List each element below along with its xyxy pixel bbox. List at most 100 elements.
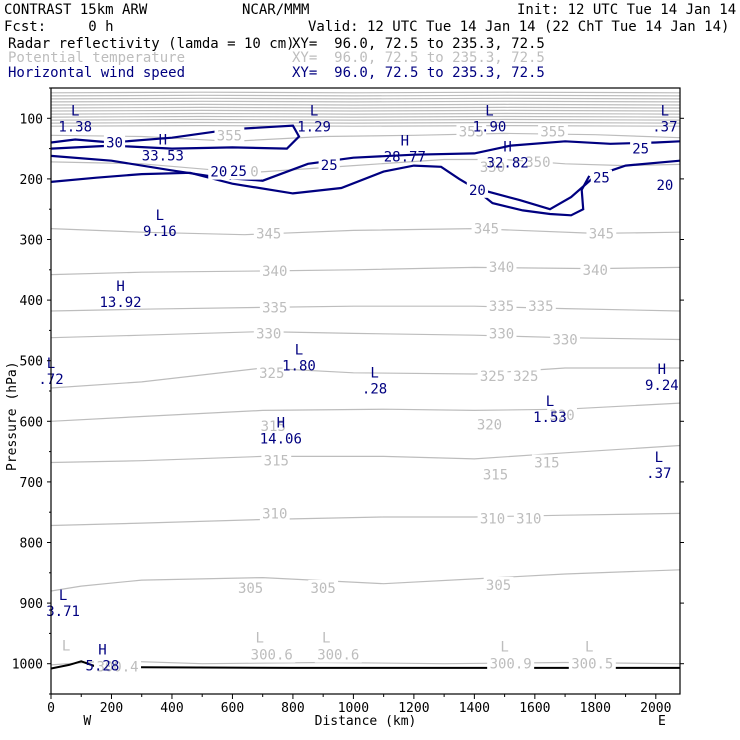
theta-label-bg [314, 646, 362, 663]
theta-label-bg [248, 646, 296, 663]
theta-label: 305 [238, 581, 263, 597]
theta-label-bg [259, 299, 290, 316]
wind-label: 25 [632, 142, 649, 158]
y-tick-label: 500 [20, 355, 43, 370]
theta-label: 310 [480, 511, 505, 527]
y-tick-label: 200 [20, 173, 43, 188]
theta-contour-upper [51, 112, 680, 115]
theta-extremum-L: L [500, 640, 508, 656]
theta-label-bg [256, 364, 287, 381]
theta-contour-upper [51, 124, 680, 127]
theta-label: 320 [477, 417, 502, 433]
y-tick-label: 800 [20, 537, 43, 552]
theta-label-bg [522, 153, 553, 170]
theta-contour-upper [51, 100, 680, 103]
theta-label: 300.5 [571, 657, 613, 673]
theta-label-bg [487, 655, 535, 672]
theta-contour-upper [51, 115, 680, 118]
theta-label-bg [474, 416, 505, 433]
x-tick-label: 800 [281, 701, 304, 716]
wind-label-bg [318, 156, 340, 173]
theta-label-bg [235, 579, 266, 596]
wind-extremum-value: 9.24 [645, 378, 679, 394]
wind-extremum-H: H [98, 643, 106, 659]
theta-contour-upper [51, 91, 680, 94]
wind-extremum-L: L [59, 588, 67, 604]
field3-label: Horizontal wind speed [8, 65, 186, 81]
x-tick-label: 400 [160, 701, 183, 716]
wind-label: 25 [230, 164, 247, 180]
wind-label: 25 [321, 158, 338, 174]
theta-contour-upper [51, 118, 680, 121]
wind-label: 20 [210, 165, 227, 181]
theta-label: 315 [483, 468, 508, 484]
theta-label-bg [486, 325, 517, 342]
wind-label-bg [630, 140, 652, 157]
x-axis-title: Distance (km) [315, 714, 417, 729]
wind-extremum-H: H [116, 279, 124, 295]
theta-label: 355 [540, 125, 565, 141]
field1-label: Radar reflectivity (lamda = 10 cm) [8, 36, 295, 52]
theta-label-bg [214, 127, 245, 144]
theta-label: 315 [534, 456, 559, 472]
wind-extremum-value: 3.71 [46, 604, 80, 620]
theta-label-bg [486, 258, 517, 275]
x-axis-end-east: E [658, 714, 666, 729]
x-tick-label: 2000 [640, 701, 671, 716]
wind-extremum-value: 9.16 [143, 224, 177, 240]
wind-extremum-H: H [159, 132, 167, 148]
theta-label: 330 [552, 332, 577, 348]
theta-label: 335 [528, 299, 553, 315]
x-tick-label: 1000 [338, 701, 369, 716]
theta-label-bg [456, 123, 487, 140]
wind-extremum-L: L [156, 208, 164, 224]
theta-contour-upper [51, 109, 680, 112]
wind-extremum-H: H [401, 134, 409, 150]
theta-contour-355 [51, 132, 680, 142]
theta-label: 300.9 [490, 657, 532, 673]
theta-label-bg [253, 325, 284, 342]
theta-contour-305 [51, 569, 680, 592]
field2-label: Potential temperature [8, 50, 186, 66]
theta-label-bg [486, 298, 517, 315]
x-axis-end-west: W [83, 714, 91, 729]
theta-label-bg [477, 510, 508, 527]
theta-contour-315 [51, 444, 680, 464]
wind-label: 20 [656, 178, 673, 194]
theta-label-bg [547, 407, 577, 424]
wind-extremum-L: L [310, 103, 318, 119]
theta-contour-320 [51, 402, 680, 422]
x-tick-label: 0 [47, 701, 55, 716]
wind-extremum-L: L [661, 103, 669, 119]
theta-contour-350 [51, 158, 680, 174]
wind-label-bg [466, 181, 488, 198]
wind-extremum-value: 1.38 [58, 119, 92, 135]
theta-label-bg [580, 261, 611, 278]
wind-label-bg [103, 134, 126, 151]
field1-xy: XY= 96.0, 72.5 to 235.3, 72.5 [292, 36, 545, 52]
organization-label: NCAR/MMM [242, 2, 310, 18]
theta-label-bg [532, 454, 562, 471]
theta-label: 325 [259, 366, 284, 382]
theta-label-bg [308, 579, 339, 596]
theta-extremum-L: L [62, 638, 70, 654]
wind-extremum-value: 33.53 [142, 148, 184, 164]
theta-label: 335 [262, 300, 287, 316]
theta-label-bg [253, 225, 284, 242]
theta-extremum-L: L [585, 640, 593, 656]
wind-extremum-value: 13.92 [99, 295, 141, 311]
y-tick-label: 300 [20, 234, 43, 249]
x-tick-label: 1800 [580, 701, 611, 716]
theta-label: 320 [549, 408, 574, 424]
theta-label: 300.6 [317, 648, 359, 664]
theta-label: 310 [516, 511, 541, 527]
wind-label: 30 [106, 136, 123, 152]
wind-extremum-value: 1.90 [473, 119, 507, 135]
field2-xy: XY= 96.0, 72.5 to 235.3, 72.5 [292, 50, 545, 66]
theta-label: 325 [480, 369, 505, 385]
theta-contour-upper [51, 103, 680, 106]
wind-extremum-L: L [485, 103, 493, 119]
wind-extremum-L: L [295, 343, 303, 359]
theta-label: 300.6 [251, 648, 293, 664]
valid-time: Valid: 12 UTC Tue 14 Jan 14 (22 ChT Tue … [308, 19, 730, 35]
